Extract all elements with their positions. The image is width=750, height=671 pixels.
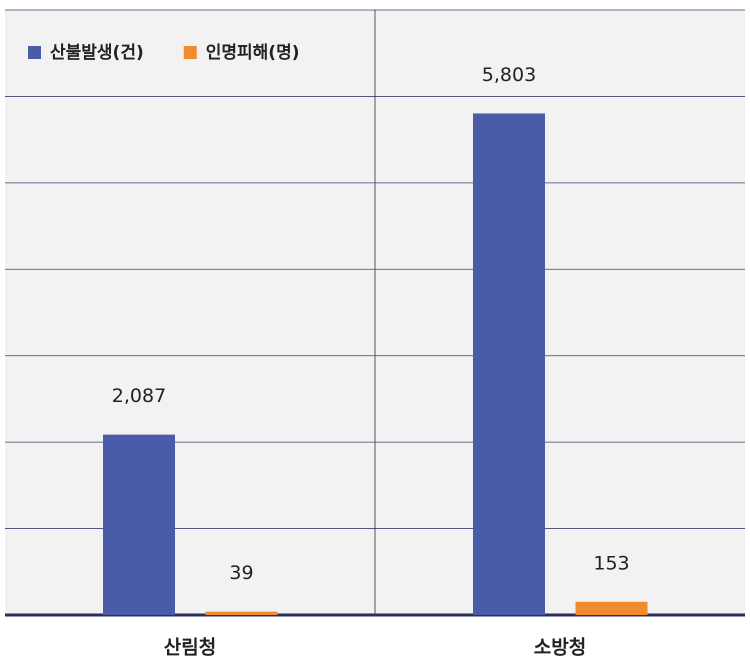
x-tick-label: 소방청 (534, 637, 586, 659)
legend-swatch (183, 46, 197, 59)
bar (103, 434, 175, 615)
bar (575, 601, 648, 615)
data-label: 153 (593, 552, 629, 574)
data-label: 2,087 (112, 385, 166, 407)
data-label: 5,803 (482, 64, 536, 86)
legend-label: 인명피해(명) (206, 43, 300, 63)
legend-swatch (28, 46, 41, 59)
bar (473, 113, 545, 615)
legend-label: 산불발생(건) (50, 43, 144, 63)
bar (205, 611, 278, 615)
x-tick-label: 산림청 (164, 637, 216, 659)
data-label: 39 (229, 562, 253, 584)
